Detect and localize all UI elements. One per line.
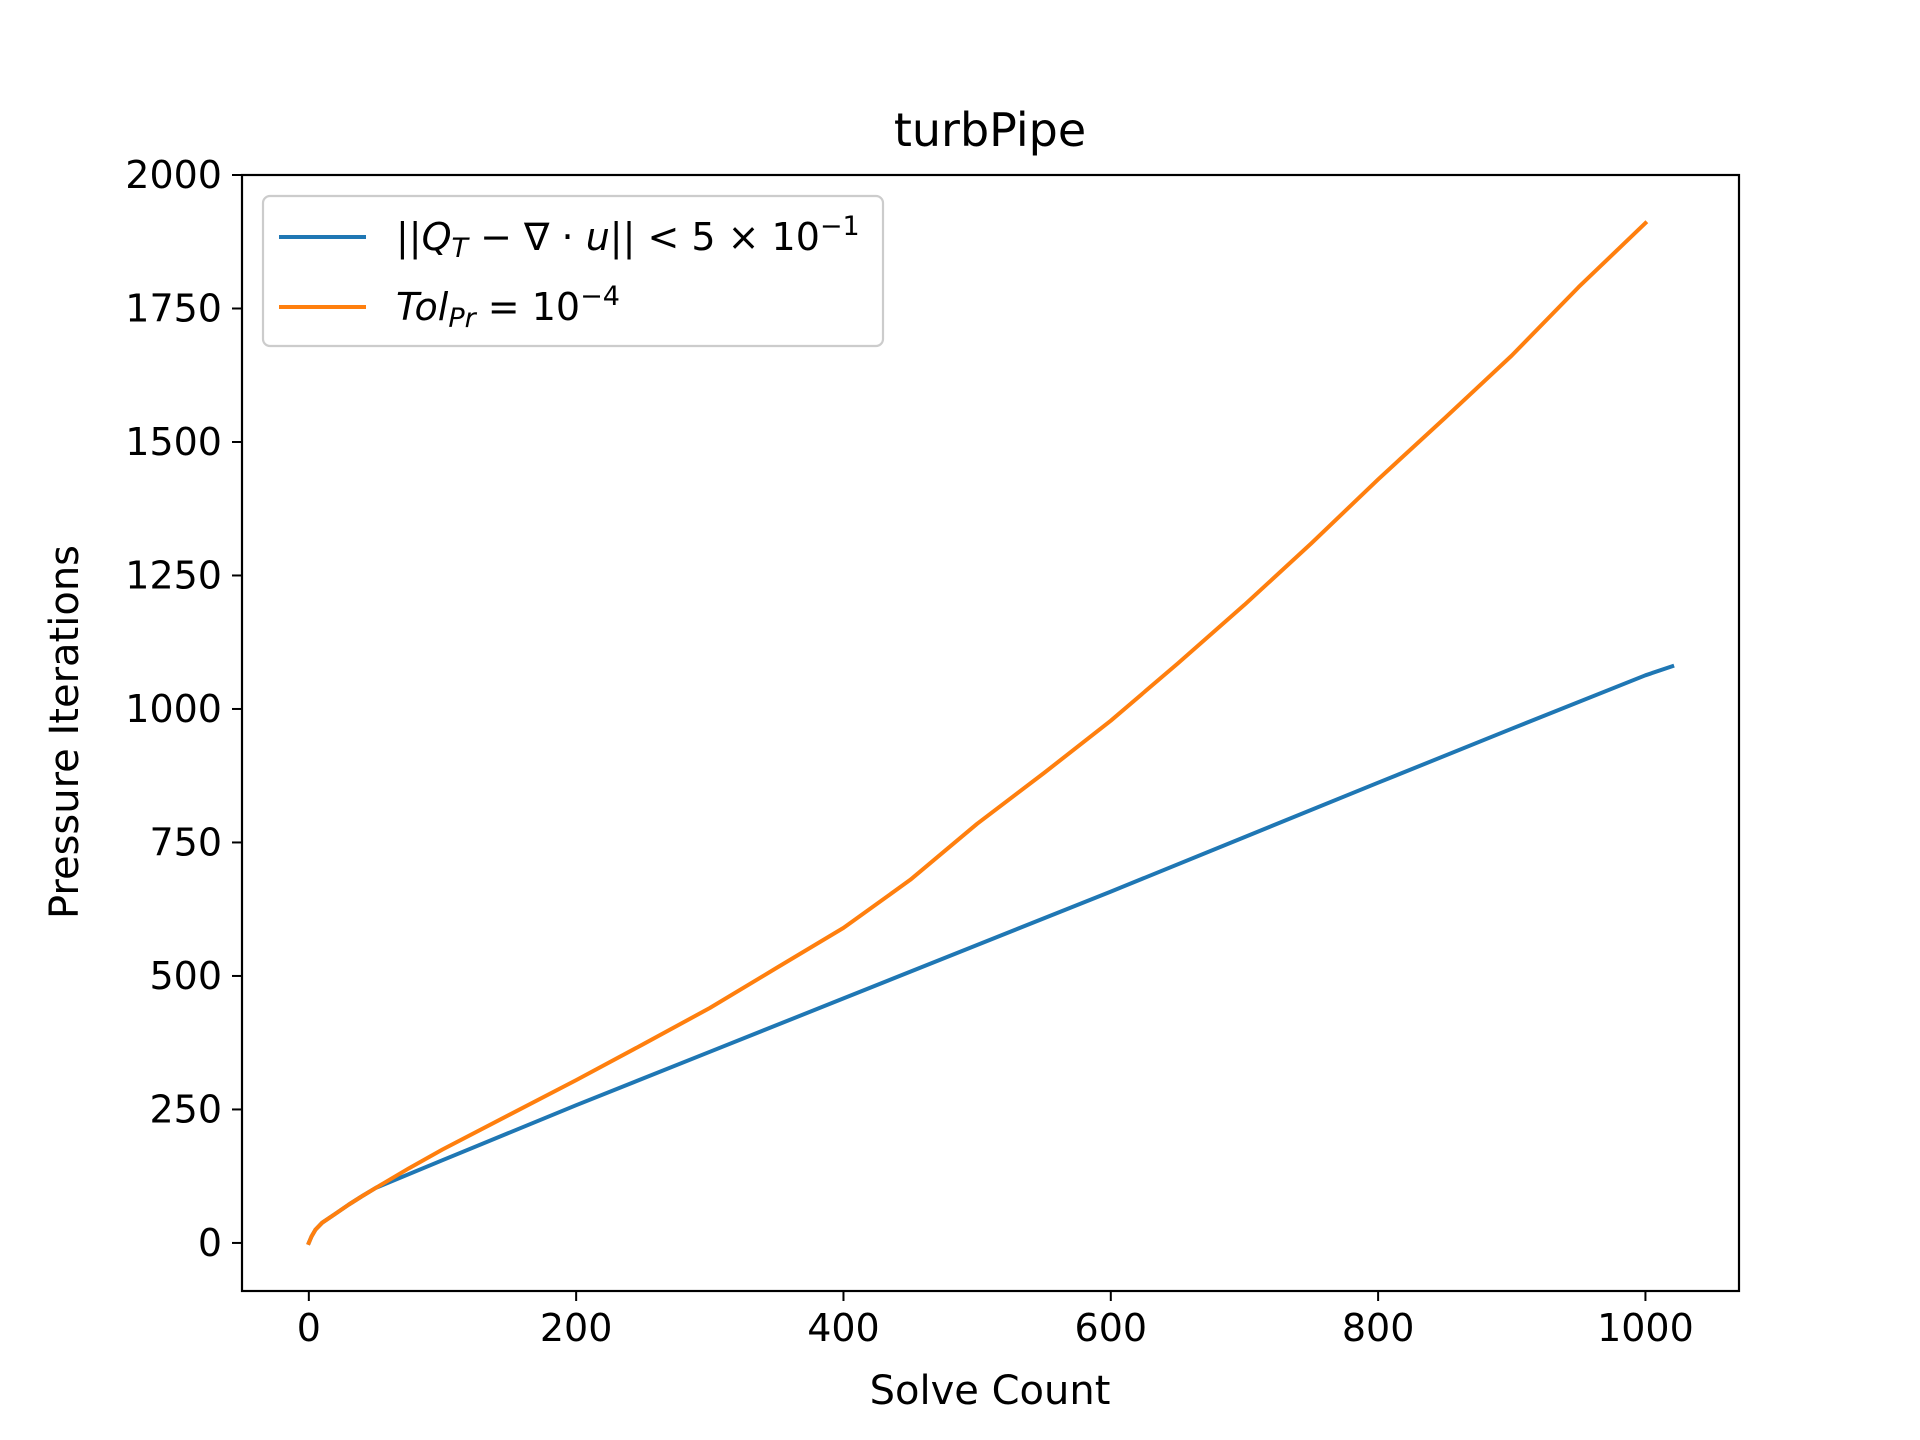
legend-tol-subscript: Pr	[448, 303, 477, 334]
legend-exponent: −1	[820, 211, 860, 242]
y-tick-label: 1000	[125, 687, 222, 731]
x-tick-label: 400	[807, 1306, 880, 1350]
x-tick-label: 200	[540, 1306, 613, 1350]
y-axis-ticks: 0 250 500 750 1000 1250 1500 1750 2000	[125, 153, 242, 1265]
y-tick-label: 1750	[125, 286, 222, 330]
legend-exponent: −4	[580, 281, 620, 312]
x-tick-label: 1000	[1597, 1306, 1694, 1350]
y-tick-label: 750	[149, 820, 222, 864]
chart-title: turbPipe	[894, 103, 1086, 157]
x-axis-ticks: 0 200 400 600 800 1000	[297, 1291, 1694, 1350]
legend-box	[261, 194, 885, 348]
y-tick-label: 1500	[125, 420, 222, 464]
legend-entry-series-2: TolPr = 10−4	[396, 281, 620, 334]
y-tick-label: 1250	[125, 553, 222, 597]
legend-close-bars: || < 5 × 10	[610, 215, 820, 260]
x-tick-label: 600	[1075, 1306, 1148, 1350]
y-axis-label: Pressure Iterations	[42, 545, 88, 919]
series-layer	[306, 220, 1675, 1246]
y-tick-label: 250	[149, 1087, 222, 1131]
legend-minus-divergence: − ∇ ·	[468, 215, 586, 259]
legend: ||QT − ∇ · u|| < 5 × 10−1 TolPr = 10−4	[261, 194, 885, 348]
x-axis-label: Solve Count	[870, 1368, 1111, 1414]
x-tick-label: 0	[297, 1306, 321, 1350]
legend-u: u	[586, 215, 610, 259]
legend-open-bars: ||	[396, 215, 422, 260]
y-tick-label: 500	[149, 954, 222, 998]
legend-entry-series-1: ||QT − ∇ · u|| < 5 × 10−1	[396, 211, 860, 264]
x-tick-label: 800	[1342, 1306, 1415, 1350]
plot-frame	[240, 173, 1741, 1293]
y-tick-label: 0	[198, 1221, 222, 1265]
series-line-2	[306, 220, 1649, 1246]
legend-tol: Tol	[396, 285, 449, 329]
legend-equals-ten: = 10	[476, 285, 580, 329]
y-tick-label: 2000	[125, 153, 222, 197]
legend-q-subscript: T	[452, 233, 471, 264]
legend-q: Q	[422, 215, 452, 259]
